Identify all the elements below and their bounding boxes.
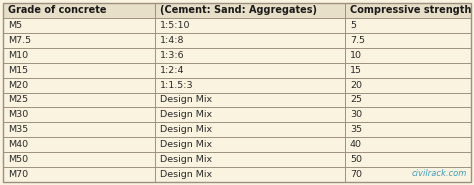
Text: 1:3:6: 1:3:6 [160, 51, 185, 60]
Text: Compressive strength (Mpa): Compressive strength (Mpa) [350, 6, 474, 16]
Text: civilrack.com: civilrack.com [411, 169, 467, 178]
Bar [3, 18, 471, 33]
Text: 25: 25 [350, 95, 362, 105]
Text: M70: M70 [8, 170, 28, 179]
Text: 20: 20 [350, 80, 362, 90]
Bar [3, 48, 471, 63]
Text: Design Mix: Design Mix [160, 155, 212, 164]
Text: Design Mix: Design Mix [160, 110, 212, 119]
Text: M30: M30 [8, 110, 28, 119]
Text: M35: M35 [8, 125, 28, 134]
Text: Design Mix: Design Mix [160, 95, 212, 105]
Bar [3, 78, 471, 92]
Bar [3, 63, 471, 78]
Text: M15: M15 [8, 66, 28, 75]
Text: 7.5: 7.5 [350, 36, 365, 45]
Text: Design Mix: Design Mix [160, 140, 212, 149]
Text: 70: 70 [350, 170, 362, 179]
Bar [3, 92, 471, 107]
Text: 50: 50 [350, 155, 362, 164]
Text: M10: M10 [8, 51, 28, 60]
Bar [3, 152, 471, 167]
Text: 10: 10 [350, 51, 362, 60]
Text: M50: M50 [8, 155, 28, 164]
Bar [3, 122, 471, 137]
Text: 35: 35 [350, 125, 362, 134]
Bar [3, 167, 471, 182]
Text: (Cement: Sand: Aggregates): (Cement: Sand: Aggregates) [160, 6, 317, 16]
Text: M7.5: M7.5 [8, 36, 31, 45]
Text: M5: M5 [8, 21, 22, 30]
Text: 1:2:4: 1:2:4 [160, 66, 184, 75]
Text: 1:5:10: 1:5:10 [160, 21, 191, 30]
Text: 1:4:8: 1:4:8 [160, 36, 184, 45]
Bar [3, 33, 471, 48]
Text: 15: 15 [350, 66, 362, 75]
Text: 40: 40 [350, 140, 362, 149]
Text: Grade of concrete: Grade of concrete [8, 6, 107, 16]
Text: M25: M25 [8, 95, 28, 105]
Text: 1:1.5:3: 1:1.5:3 [160, 80, 193, 90]
Bar [3, 107, 471, 122]
Text: 5: 5 [350, 21, 356, 30]
Text: 30: 30 [350, 110, 362, 119]
Text: Design Mix: Design Mix [160, 125, 212, 134]
Text: M20: M20 [8, 80, 28, 90]
Bar [3, 3, 471, 18]
Text: M40: M40 [8, 140, 28, 149]
Bar [3, 137, 471, 152]
Text: Design Mix: Design Mix [160, 170, 212, 179]
